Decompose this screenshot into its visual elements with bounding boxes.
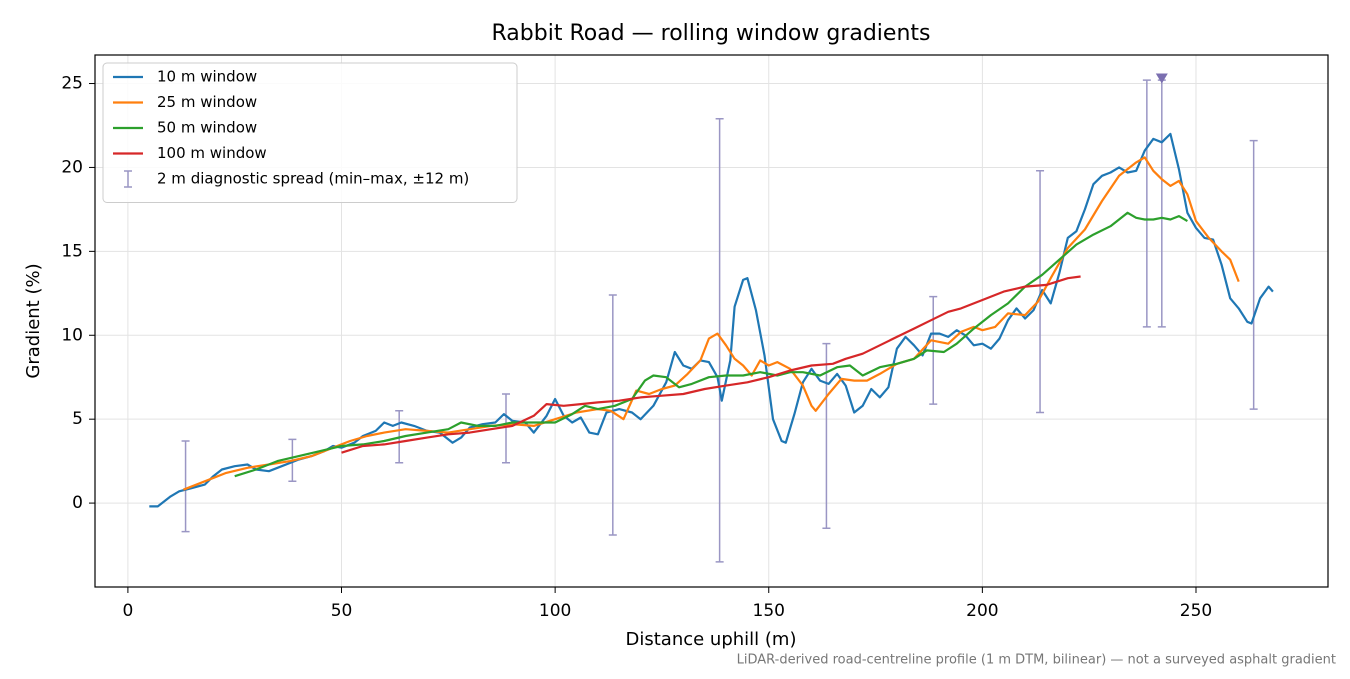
error-bar [1036,170,1045,414]
legend-box [102,62,518,203]
footnote: LiDAR-derived road-centreline profile (1… [737,653,1336,668]
y-axis-label: Gradient (%) [23,263,44,378]
legend-label: 50 m window [157,119,257,137]
x-tick-label: 200 [966,601,998,621]
error-bar [715,118,724,563]
x-tick-label: 50 [331,601,353,621]
error-bar [1249,139,1258,410]
y-tick-label: 10 [61,325,83,345]
y-tick-label: 15 [61,241,83,261]
legend: 10 m window 25 m window 50 m window 100 m w… [102,62,518,203]
error-bar [502,393,510,464]
legend-label: 10 m window [157,68,257,86]
series-line [341,275,1081,454]
series-line [234,211,1188,478]
error-bar [1142,79,1151,328]
legend-label: 2 m diagnostic spread (min–max, ±12 m) [157,170,469,188]
x-tick-label: 100 [539,601,571,621]
series-line [149,132,1274,508]
peak-marker [1155,73,1168,84]
legend-label: 25 m window [157,93,257,111]
y-tick-label: 25 [61,74,83,94]
x-axis-label: Distance uphill (m) [626,629,797,650]
legend-swatch [124,170,132,188]
legend-label: 100 m window [157,144,267,162]
error-bar [608,294,617,536]
plot-area [149,73,1274,563]
y-tick-label: 5 [72,409,83,429]
chart-title: Rabbit Road — rolling window gradients [492,21,931,46]
x-tick-label: 250 [1180,601,1212,621]
x-tick-label: 0 [122,601,133,621]
plot-frame [94,54,1329,588]
error-bar [181,440,190,533]
x-tick-label: 150 [753,601,785,621]
y-tick-label: 0 [72,493,83,513]
error-bar [822,342,831,530]
y-tick-label: 20 [61,157,83,177]
